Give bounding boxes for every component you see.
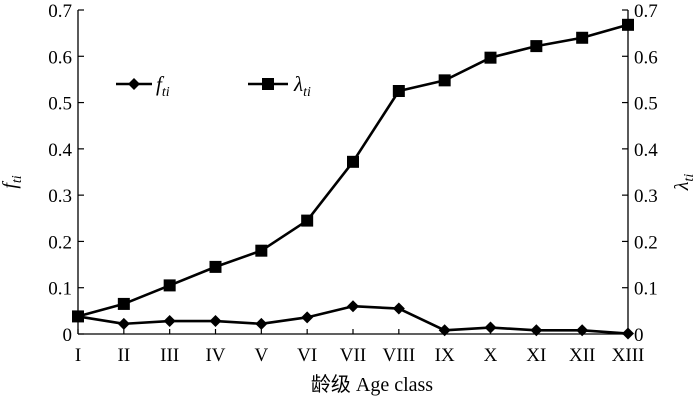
data-point-f [301,311,314,324]
left-y-tick-label: 0.6 [48,47,72,68]
right-y-tick-label: 0 [634,325,644,346]
right-y-tick-label: 0.5 [634,94,658,115]
right-y-tick-label: 0.6 [634,47,658,68]
data-point-lambda [163,279,176,292]
data-point-lambda [72,310,84,323]
data-point-lambda [576,31,589,44]
data-point-f [530,324,543,337]
right-y-tick-label: 0.3 [634,186,658,207]
data-point-f [163,315,176,328]
x-axis-title: 龄级 Age class [311,373,433,396]
left-y-tick-label: 0.2 [48,232,72,253]
legend-label-f: fti [156,72,170,100]
data-point-lambda [117,297,130,310]
data-point-f [576,324,589,337]
data-point-lambda [347,155,359,168]
x-tick-label: VII [340,345,366,366]
data-point-f [117,317,130,330]
data-point-f [622,327,634,340]
legend-label-lambda: λti [293,72,311,100]
left-y-tick-label: 0.1 [48,279,72,300]
right-y-tick-label: 0.1 [634,279,658,300]
data-point-f [347,300,359,313]
data-point-lambda [530,40,543,53]
x-tick-label: II [118,345,131,366]
data-point-f [255,317,268,330]
data-point-lambda [301,214,314,227]
x-tick-label: III [160,345,179,366]
x-tick-label: IX [435,345,455,366]
right-y-tick-label: 0.2 [634,232,658,253]
right-y-tick-label: 0.7 [634,1,658,22]
x-tick-label: V [254,345,268,366]
x-tick-label: X [484,345,498,366]
data-point-f [484,321,497,334]
data-point-lambda [392,85,405,97]
x-tick-label: XI [526,345,546,366]
data-point-lambda [622,18,634,31]
data-point-f [392,302,405,315]
x-tick-label: VI [297,345,317,366]
data-point-lambda [209,260,222,273]
left-y-tick-label: 0.5 [48,94,72,115]
x-tick-label: IV [205,345,225,366]
series-line-lambda [77,23,629,318]
left-y-tick-label: 0.7 [48,1,72,22]
legend: fti λti [116,72,311,100]
x-tick-label: VIII [382,345,415,366]
left-y-tick-label: 0.3 [48,186,72,207]
data-point-f [209,315,222,328]
left-y-tick-label: 0 [63,325,73,346]
data-point-lambda [255,244,268,257]
left-y-tick-label: 0.4 [48,140,72,161]
right-y-axis-title: λti [671,174,697,192]
series-layer [72,18,634,340]
axes: fti λti [0,10,697,335]
ticks: 0 0 0.1 0.1 0.2 0.2 0.3 0.3 0.4 0.4 0.5 0.5 0.6 0.6 0.… [48,1,658,366]
left-y-axis-title: fti [0,175,25,188]
right-y-tick-label: 0.4 [634,140,658,161]
legend-marker-lambda [262,78,274,90]
data-point-lambda [484,51,497,64]
x-tick-label: I [75,345,81,366]
legend-marker-f [128,78,140,90]
data-point-f [438,324,451,337]
data-point-lambda [438,74,451,87]
x-tick-label: XII [569,345,595,366]
x-tick-label: XIII [612,345,645,366]
